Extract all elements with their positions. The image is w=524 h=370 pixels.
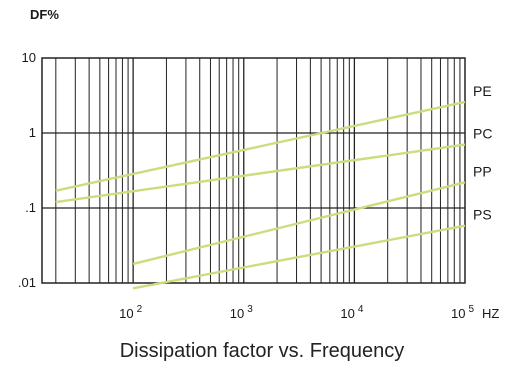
chart-caption: Dissipation factor vs. Frequency [119,340,405,362]
x-tick-label: 10 5 [451,304,474,321]
series-label-pe: PE [473,83,492,99]
y-tick-label: 10 [22,50,36,65]
series-lines: PE PC PP PS [55,83,492,290]
x-tick-label: 10 2 [119,304,142,321]
x-tick-label: 10 4 [340,304,363,321]
y-tick-label: 1 [29,125,36,140]
y-tick-label: .1 [25,200,36,215]
series-label-ps: PS [473,207,492,223]
y-axis-label: DF% [30,7,59,22]
series-line-pe [55,100,466,192]
plot-grid [41,57,466,284]
axis-tick-labels: 10 1 .1 .01 10 2 10 3 10 4 10 5 [18,50,475,321]
series-line-pp [132,181,466,266]
plot-frame [41,57,466,284]
series-line-ps [132,224,466,290]
series-line-pc [55,143,466,204]
series-label-pp: PP [473,163,492,179]
x-axis-unit-label: HZ [482,306,499,321]
series-label-pc: PC [473,126,492,142]
dissipation-chart: DF% HZ PE PC PP PS 10 1 .1 .01 10 2 10 3 10 4 10 5 [18,7,499,321]
x-tick-label: 10 3 [230,304,253,321]
y-tick-label: .01 [18,275,36,290]
